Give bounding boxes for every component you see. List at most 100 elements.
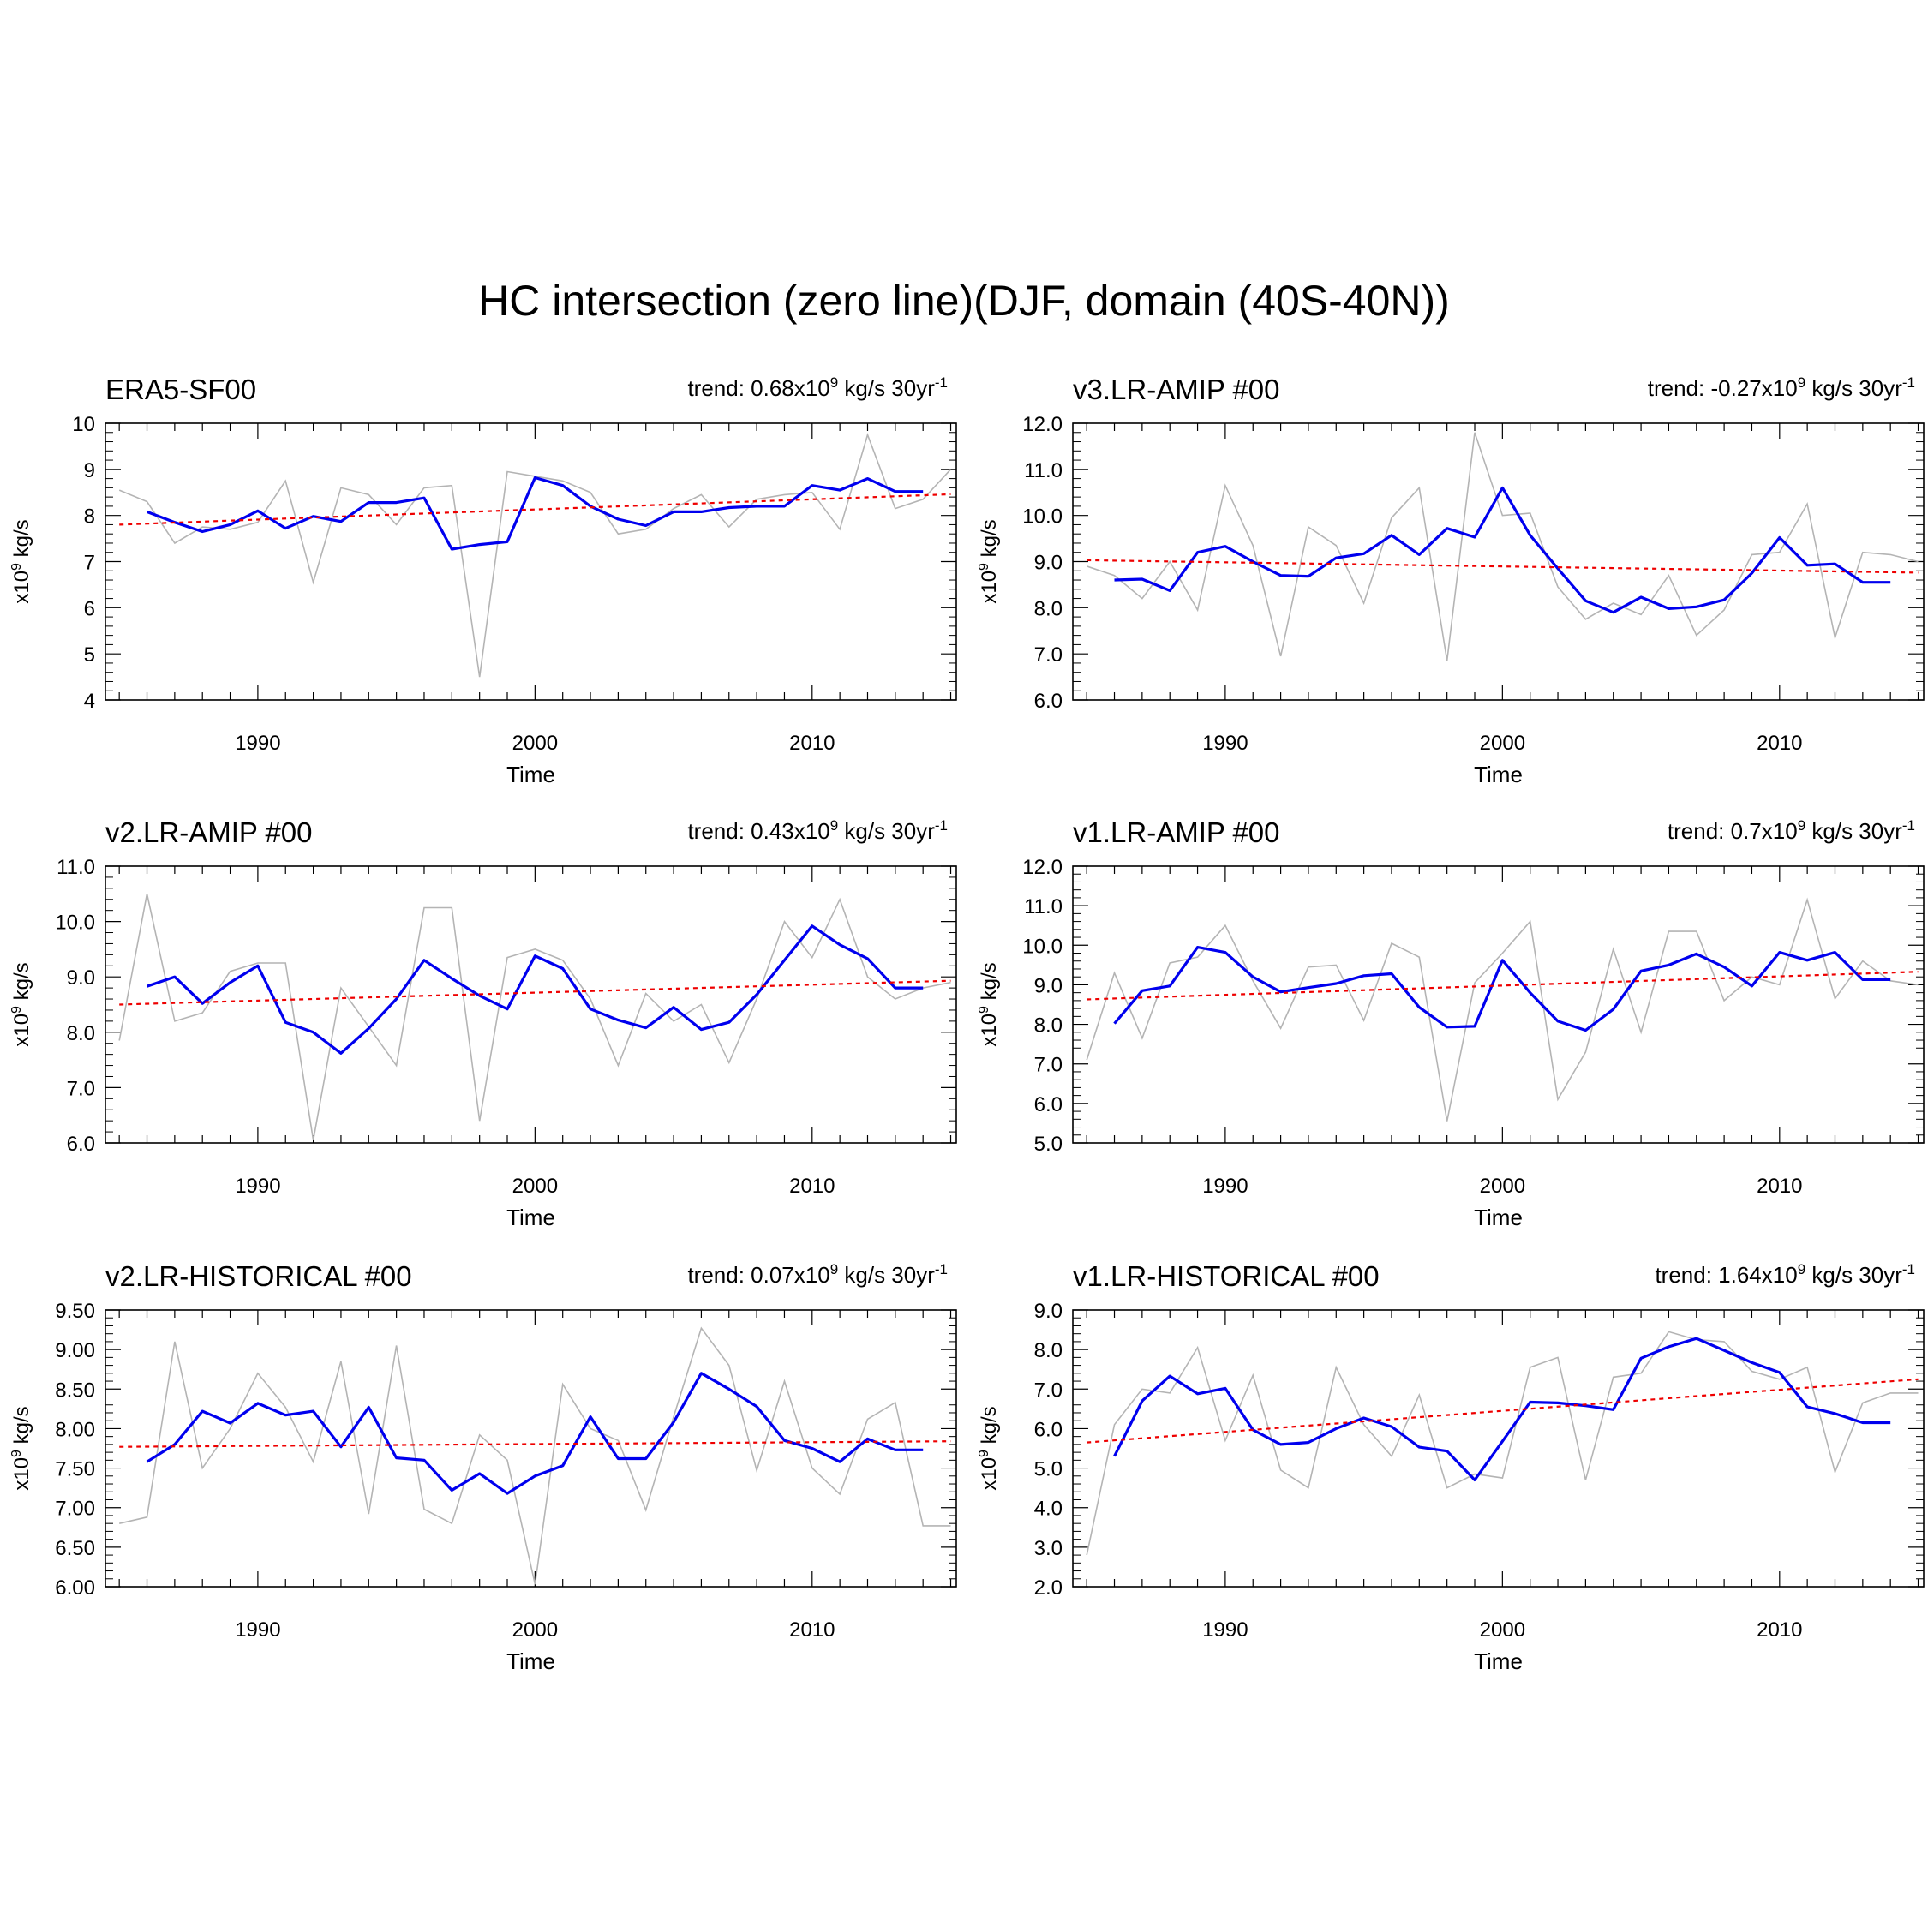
y-tick-label: 9.0: [67, 966, 95, 990]
y-tick-label: 12.0: [1022, 856, 1063, 879]
plot-frame: [1072, 865, 1925, 1144]
panel-era5-sf00: 1990 2000 2010 4 5 6 7 8 9 10 ERA5-SF00 trend: 0.68…: [9, 374, 957, 787]
series-smoothed-line: [1113, 945, 1891, 1032]
y-tick-label: 8.0: [1034, 1339, 1063, 1362]
y-tick-label: 9.0: [1034, 974, 1063, 997]
y-tick-label: 12.0: [1022, 413, 1063, 436]
x-axis-label: Time: [1474, 1205, 1523, 1230]
y-axis-label-exp: 9: [9, 1006, 24, 1014]
y-axis-label-base: x10: [10, 1457, 33, 1491]
y-tick-label: 6.0: [67, 1133, 95, 1156]
panel-v1-lr-amip: 1990 2000 2010 5.0 6.0 7.0 8.0 9.0 10.0 11.0 12.0 v…: [977, 816, 1925, 1230]
x-tick-label: 2010: [1757, 732, 1802, 755]
x-tick-label: 2000: [512, 1175, 558, 1198]
y-tick-label: 8.50: [55, 1379, 95, 1402]
series-annual-line: [118, 432, 952, 678]
trend-label-text: trend: 0.07x10: [687, 1262, 829, 1288]
y-tick-label: 8.0: [1034, 597, 1063, 620]
series-smoothed-line: [1113, 1337, 1891, 1482]
y-tick-label: 5.0: [1034, 1458, 1063, 1481]
y-tick-label: 11.0: [57, 856, 95, 879]
plot-frame: [105, 1309, 957, 1588]
x-tick-label: 2010: [1757, 1618, 1802, 1642]
trend-label: trend: 0.07x109 kg/s 30yr-1: [687, 1261, 948, 1288]
y-axis-label-unit: kg/s: [10, 519, 33, 563]
trend-label: trend: 0.43x109 kg/s 30yr-1: [687, 817, 948, 844]
y-tick-label: 7.0: [1034, 1054, 1063, 1077]
x-tick-label: 1990: [1202, 1618, 1248, 1642]
trend-label-unit: kg/s 30yr: [1805, 818, 1902, 844]
y-tick-label: 11.0: [1024, 459, 1063, 482]
x-tick-label: 1990: [1202, 732, 1248, 755]
y-tick-label: 8: [84, 505, 95, 529]
series-annual-line: [1086, 897, 1919, 1122]
trend-label-suffix: -1: [1902, 1261, 1915, 1277]
trend-label-unit: kg/s 30yr: [1805, 1262, 1902, 1288]
x-tick-label: 2010: [1757, 1175, 1802, 1198]
trend-label-suffix: -1: [935, 817, 948, 834]
x-axis-label: Time: [506, 1205, 555, 1230]
y-tick-label: 10.0: [1022, 935, 1063, 958]
y-tick-label: 11.0: [1024, 895, 1063, 918]
series-annual-line: [118, 894, 951, 1140]
panel-title: v1.LR-AMIP #00: [1073, 816, 1280, 848]
x-tick-label: 2000: [1480, 732, 1525, 755]
y-axis-label-exp: 9: [977, 1450, 991, 1457]
y-tick-label: 5.0: [1034, 1133, 1063, 1156]
x-axis-label: Time: [1474, 1648, 1523, 1674]
y-axis-label: x109 kg/s: [977, 962, 1001, 1046]
y-axis-label: x109 kg/s: [9, 1406, 33, 1490]
y-tick-label: 9.50: [55, 1300, 95, 1323]
y-tick-label: 3.0: [1034, 1537, 1063, 1560]
y-tick-label: 5: [84, 643, 95, 667]
y-tick-label: 9.0: [1034, 552, 1063, 575]
y-tick-label: 7.50: [55, 1458, 95, 1481]
y-axis-label: x109 kg/s: [9, 519, 33, 603]
trend-label: trend: 1.64x109 kg/s 30yr-1: [1655, 1261, 1915, 1288]
y-tick-label: 7: [84, 552, 95, 575]
trend-label-text: trend: 0.68x10: [687, 375, 829, 401]
panel-title: v3.LR-AMIP #00: [1073, 374, 1280, 405]
y-tick-label: 4.0: [1034, 1498, 1063, 1521]
trend-label-exp: 9: [830, 374, 838, 391]
y-tick-label: 6: [84, 597, 95, 620]
trend-label-suffix: -1: [935, 1261, 948, 1277]
panel-title: v2.LR-HISTORICAL #00: [105, 1260, 412, 1292]
y-tick-label: 2.0: [1034, 1576, 1063, 1600]
trend-label-exp: 9: [830, 1261, 838, 1277]
y-tick-label: 8.0: [1034, 1014, 1063, 1038]
x-tick-label: 1990: [1202, 1175, 1248, 1198]
y-tick-label: 7.0: [1034, 1379, 1063, 1402]
trend-label: trend: 0.7x109 kg/s 30yr-1: [1668, 817, 1915, 844]
series-smoothed-line: [146, 924, 924, 1055]
y-axis-label: x109 kg/s: [977, 1406, 1001, 1490]
y-axis-label: x109 kg/s: [9, 962, 33, 1046]
y-axis-label-exp: 9: [9, 1450, 24, 1457]
trend-label: trend: -0.27x109 kg/s 30yr-1: [1648, 374, 1915, 401]
series-smoothed-line: [146, 1372, 924, 1495]
series-smoothed-line: [1114, 486, 1891, 614]
x-axis-label: Time: [1474, 762, 1523, 787]
y-axis-label-unit: kg/s: [978, 962, 1001, 1006]
x-tick-label: 2000: [1480, 1618, 1525, 1642]
trend-label-unit: kg/s 30yr: [838, 818, 935, 844]
x-axis-label: Time: [506, 1648, 555, 1674]
trend-label-exp: 9: [1798, 374, 1805, 391]
x-axis-label: Time: [506, 762, 555, 787]
series-trend-line: [1087, 971, 1919, 1001]
panel-v2-lr-amip: 1990 2000 2010 6.0 7.0 8.0 9.0 10.0 11.0 v2.LR-AM…: [9, 816, 957, 1230]
trend-label-suffix: -1: [935, 374, 948, 391]
y-axis-label-exp: 9: [977, 563, 991, 571]
y-axis-label-base: x10: [978, 1014, 1001, 1047]
panel-v3-lr-amip: 1990 2000 2010 6.0 7.0 8.0 9.0 10.0 11.0 12.0 v3.L…: [977, 374, 1925, 787]
y-axis-label: x109 kg/s: [977, 519, 1001, 603]
trend-label: trend: 0.68x109 kg/s 30yr-1: [687, 374, 948, 401]
y-tick-label: 10: [72, 413, 95, 436]
panel-title: v2.LR-AMIP #00: [105, 816, 313, 848]
series-trend-line: [1087, 559, 1919, 574]
trend-label-text: trend: -0.27x10: [1648, 375, 1798, 401]
y-tick-label: 7.00: [55, 1498, 95, 1521]
y-tick-label: 7.0: [67, 1077, 95, 1100]
